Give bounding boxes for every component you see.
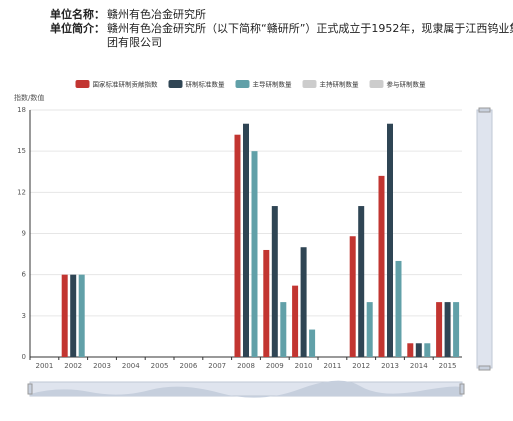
x-tick-label: 2006 xyxy=(179,362,197,370)
legend-swatch[interactable] xyxy=(235,80,250,88)
bar xyxy=(271,206,278,357)
y-zoom-handle[interactable] xyxy=(478,107,491,113)
x-tick-label: 2014 xyxy=(410,362,428,370)
bar xyxy=(444,302,451,357)
x-zoom-handle[interactable] xyxy=(459,383,465,395)
x-tick-label: 2013 xyxy=(381,362,399,370)
bar xyxy=(387,123,393,357)
x-tick-label: 2015 xyxy=(439,362,457,370)
bar xyxy=(234,134,241,357)
legend-label[interactable]: 研制标准数量 xyxy=(186,80,226,89)
y-tick-label: 18 xyxy=(17,106,26,114)
intro-line: 团有限公司 xyxy=(107,35,162,49)
x-tick-label: 2008 xyxy=(237,362,255,370)
x-tick-label: 2001 xyxy=(35,362,53,370)
x-tick-label: 2010 xyxy=(295,362,313,370)
legend-label[interactable]: 主导研制数量 xyxy=(253,80,293,89)
x-tick-label: 2003 xyxy=(93,362,111,370)
bar xyxy=(300,247,307,357)
bar xyxy=(366,302,373,357)
bar xyxy=(349,236,356,357)
bar xyxy=(78,274,85,357)
bar xyxy=(424,343,431,357)
bar xyxy=(263,249,270,357)
legend-label[interactable]: 国家标准研制贡献指数 xyxy=(93,80,159,89)
x-tick-label: 2012 xyxy=(352,362,370,370)
bar xyxy=(415,343,422,357)
x-tick-label: 2002 xyxy=(64,362,82,370)
bar xyxy=(453,302,460,357)
bar xyxy=(280,302,287,357)
bar xyxy=(395,260,402,357)
y-tick-label: 15 xyxy=(17,147,26,155)
intro-line: 赣州有色冶金研究所（以下简称“赣研所”）正式成立于1952年，现隶属于江西钨业集 xyxy=(107,21,513,35)
y-tick-label: 0 xyxy=(22,353,26,361)
x-tick-label: 2007 xyxy=(208,362,226,370)
legend-swatch[interactable] xyxy=(369,80,384,88)
bar xyxy=(407,343,414,357)
bar xyxy=(70,274,77,357)
bar xyxy=(378,175,385,357)
bar xyxy=(243,123,249,357)
y-zoom-handle[interactable] xyxy=(478,365,491,371)
legend-label[interactable]: 主持研制数量 xyxy=(320,80,360,89)
x-zoom-preview xyxy=(30,380,462,398)
name-label: 单位名称： xyxy=(50,7,105,21)
name: 赣州有色冶金研究所 xyxy=(107,7,206,21)
legend-swatch[interactable] xyxy=(302,80,317,88)
x-tick-label: 2004 xyxy=(122,362,140,370)
intro-label: 单位简介： xyxy=(50,21,105,35)
bar xyxy=(292,285,299,357)
x-tick-label: 2005 xyxy=(151,362,169,370)
legend-swatch[interactable] xyxy=(168,80,183,88)
bar xyxy=(61,274,68,357)
legend-swatch[interactable] xyxy=(75,80,90,88)
x-tick-label: 2009 xyxy=(266,362,284,370)
y-tick-label: 12 xyxy=(17,188,26,196)
bar xyxy=(309,329,316,357)
y-tick-label: 3 xyxy=(22,312,26,320)
bar xyxy=(251,151,258,357)
y-axis-label: 指数/数值 xyxy=(14,93,44,102)
y-tick-label: 9 xyxy=(22,230,26,238)
x-tick-label: 2011 xyxy=(323,362,341,370)
y-zoom-slider[interactable] xyxy=(476,109,493,369)
legend-label[interactable]: 参与研制数量 xyxy=(387,80,427,89)
y-tick-label: 6 xyxy=(22,271,27,279)
x-zoom-handle[interactable] xyxy=(27,383,33,395)
bar xyxy=(358,206,365,357)
bar xyxy=(436,302,443,357)
